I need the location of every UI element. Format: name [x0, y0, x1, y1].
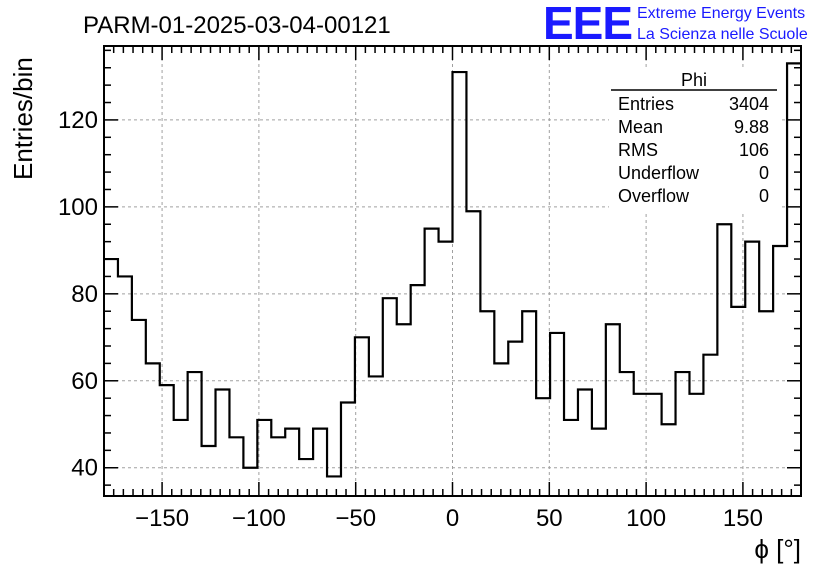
histogram-bin	[731, 307, 745, 496]
histogram-bin	[160, 385, 174, 496]
stats-rows: Entries 3404 Mean 9.88 RMS 106 Underflow 0 Overf…	[618, 94, 769, 206]
histogram-bin	[689, 394, 703, 496]
histogram-bin	[480, 311, 494, 496]
histogram-bin	[132, 320, 146, 496]
logo-line-2: La Scienza nelle Scuole	[637, 26, 808, 43]
histogram-bin	[285, 429, 299, 496]
histogram-bin	[146, 363, 160, 496]
histogram-bin	[229, 437, 243, 496]
histogram-bin	[341, 403, 355, 496]
tick-labels: −150 −100 −50 0 50 100 150 40 60 80 100 120	[58, 107, 763, 532]
histogram-bin	[522, 311, 536, 496]
histogram-bin	[466, 211, 480, 496]
stats-box: Phi Entries 3404 Mean 9.88 RMS 106 Underflow 0 O…	[609, 70, 779, 212]
histogram-bin	[327, 476, 341, 496]
histogram-bin	[216, 389, 230, 496]
stats-label: Overflow	[618, 186, 690, 206]
histogram-bin	[243, 468, 257, 496]
y-axis-label: Entries/bin	[8, 57, 38, 180]
eee-logo: EEE	[543, 0, 632, 49]
histogram-bin	[564, 420, 578, 496]
histogram-bin	[620, 372, 634, 496]
histogram-bin	[676, 372, 690, 496]
histogram-bin	[634, 394, 648, 496]
histogram-bin	[662, 424, 676, 496]
histogram-bin	[578, 389, 592, 496]
histogram-series	[104, 62, 801, 496]
stats-value: 3404	[729, 94, 769, 114]
histogram-bin	[550, 333, 564, 496]
chart-title: PARM-01-2025-03-04-00121	[83, 12, 391, 39]
histogram-bin	[453, 72, 467, 496]
x-tick-label: 0	[446, 505, 459, 532]
histogram-bin	[188, 372, 202, 496]
histogram-bin	[271, 437, 285, 496]
stats-value: 106	[739, 140, 769, 160]
histogram-bin	[773, 246, 787, 496]
histogram-bin	[313, 429, 327, 496]
histogram-bin	[118, 276, 132, 496]
x-tick-label: 150	[723, 505, 763, 532]
histogram-bin	[397, 324, 411, 496]
histogram-bin	[174, 420, 188, 496]
x-tick-label: −100	[232, 505, 286, 532]
stats-box-background	[609, 70, 779, 212]
stats-label: RMS	[618, 140, 658, 160]
histogram-bin	[508, 342, 522, 496]
histogram-bin	[745, 242, 759, 496]
histogram-bin	[425, 229, 439, 496]
y-tick-label: 100	[58, 194, 98, 221]
stats-label: Entries	[618, 94, 674, 114]
logo-line-1: Extreme Energy Events	[637, 5, 805, 22]
stats-value: 9.88	[734, 117, 769, 137]
histogram-outline	[104, 62, 801, 478]
histogram-bin	[759, 311, 773, 496]
histogram-bin	[411, 285, 425, 496]
stats-value: 0	[759, 186, 769, 206]
histogram-bin	[717, 224, 731, 496]
histogram-bin	[383, 298, 397, 496]
y-tick-label: 80	[71, 281, 98, 308]
histogram-bin	[439, 242, 453, 496]
stats-value: 0	[759, 163, 769, 183]
y-tick-label: 60	[71, 368, 98, 395]
stats-label: Underflow	[618, 163, 700, 183]
histogram-bin	[787, 63, 801, 496]
histogram-bin	[369, 376, 383, 496]
stats-title: Phi	[681, 70, 707, 90]
y-tick-label: 120	[58, 107, 98, 134]
y-tick-label: 40	[71, 455, 98, 482]
histogram-bin	[299, 459, 313, 496]
x-tick-label: 50	[536, 505, 563, 532]
histogram-bin	[592, 429, 606, 496]
x-tick-label: 100	[626, 505, 666, 532]
histogram-bin	[202, 446, 216, 496]
histogram-bin	[703, 355, 717, 496]
x-tick-label: −150	[135, 505, 189, 532]
axis-ticks	[104, 46, 801, 496]
histogram-bin	[355, 337, 369, 496]
histogram-bin	[606, 324, 620, 496]
x-tick-label: −50	[335, 505, 376, 532]
histogram-bin	[536, 398, 550, 496]
x-axis-label: ϕ [°]	[754, 534, 801, 564]
histogram-bin	[104, 259, 118, 496]
histogram-bin	[648, 394, 662, 496]
stats-label: Mean	[618, 117, 663, 137]
histogram-bin	[494, 363, 508, 496]
